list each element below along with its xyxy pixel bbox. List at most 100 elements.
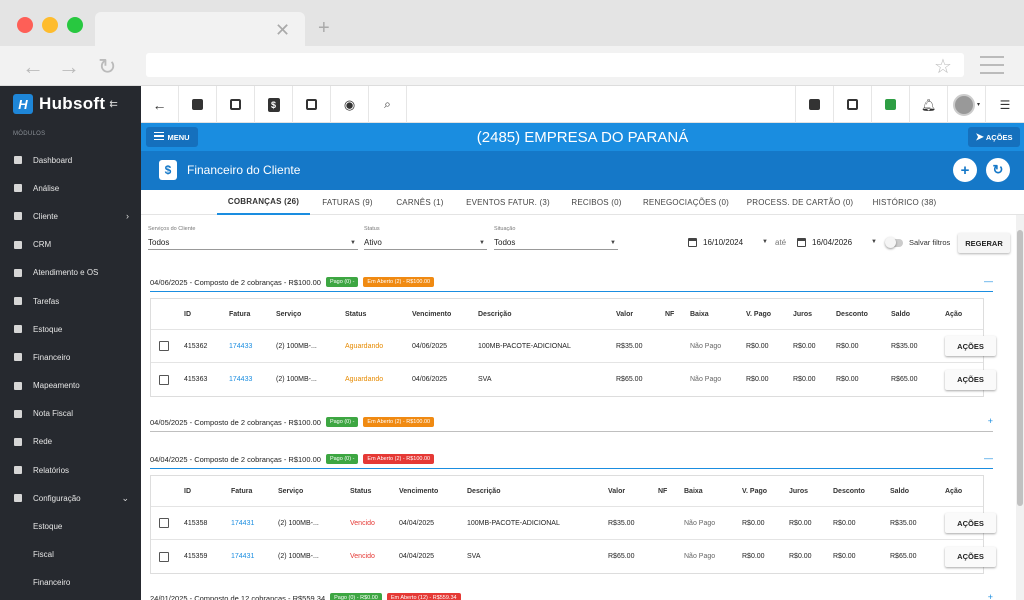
salvar-filtros-toggle[interactable] bbox=[885, 237, 903, 248]
row-actions-button[interactable]: AÇÕES bbox=[945, 513, 996, 533]
tab-cobrancas[interactable]: COBRANÇAS (26) bbox=[217, 190, 310, 215]
column-header-valor: Valor bbox=[616, 310, 634, 318]
client-card-button[interactable] bbox=[179, 86, 217, 123]
minimize-window-button[interactable] bbox=[42, 17, 58, 33]
status-value: Ativo bbox=[364, 238, 382, 247]
sidebar-item-label: Análise bbox=[33, 183, 60, 193]
expand-icon[interactable]: + bbox=[987, 416, 993, 426]
expand-icon[interactable]: + bbox=[987, 592, 993, 600]
row-checkbox[interactable] bbox=[159, 551, 169, 562]
tab-eventos-fatur[interactable]: EVENTOS FATUR. (3) bbox=[466, 198, 550, 207]
group-header[interactable]: 24/01/2025 - Composto de 12 cobranças - … bbox=[150, 591, 993, 600]
sidebar-item[interactable]: Análise bbox=[0, 174, 141, 202]
bookmark-star-icon[interactable]: ☆ bbox=[934, 56, 952, 78]
browser-tab[interactable] bbox=[95, 12, 305, 46]
actions-button[interactable]: ➤ AÇÕES bbox=[968, 127, 1020, 147]
action-cell: AÇÕES bbox=[945, 330, 996, 362]
table-header-row: ID Fatura Serviço Status Vencimento Descrição… bbox=[151, 476, 983, 507]
servicos-label: Serviços do Cliente bbox=[148, 226, 196, 232]
row-actions-button[interactable]: AÇÕES bbox=[945, 369, 996, 390]
collapse-sidebar-icon[interactable]: ⇇ bbox=[109, 98, 118, 110]
scrollbar-thumb[interactable] bbox=[1017, 230, 1023, 506]
user-menu-button[interactable]: ▾ bbox=[947, 86, 985, 123]
menu-item-icon bbox=[14, 325, 22, 334]
list-button[interactable]: ☰ bbox=[985, 86, 1024, 123]
add-button[interactable]: + bbox=[953, 158, 977, 182]
sidebar-subitem[interactable]: Estoque bbox=[33, 522, 63, 532]
reload-icon[interactable]: ↻ bbox=[98, 54, 117, 79]
servicos-select[interactable]: Todos ▼ bbox=[148, 236, 358, 250]
sidebar-item[interactable]: Cliente › bbox=[0, 202, 141, 230]
status-select[interactable]: Ativo ▼ bbox=[364, 236, 487, 250]
view-button[interactable]: ◉ bbox=[331, 86, 369, 123]
sidebar-item[interactable]: Dashboard bbox=[0, 146, 141, 174]
address-bar[interactable] bbox=[146, 53, 964, 77]
group-header[interactable]: 04/05/2025 - Composto de 2 cobranças - R… bbox=[150, 415, 993, 429]
column-header-desconto: Desconto bbox=[836, 310, 868, 318]
sidebar-item[interactable]: Rede bbox=[0, 428, 141, 456]
group-header[interactable]: 04/06/2025 - Composto de 2 cobranças - R… bbox=[150, 275, 993, 289]
row-actions-button[interactable]: AÇÕES bbox=[945, 336, 996, 356]
checkbox-cell bbox=[159, 330, 169, 362]
row-checkbox[interactable] bbox=[159, 518, 169, 528]
search-button[interactable]: ⌕ bbox=[369, 86, 407, 123]
document-button[interactable] bbox=[795, 86, 833, 123]
sidebar-item-label: Relatórios bbox=[33, 465, 70, 475]
avatar bbox=[952, 93, 975, 116]
sidebar-item[interactable]: Financeiro bbox=[0, 343, 141, 371]
cell-fatura[interactable]: 174433 bbox=[229, 376, 253, 383]
cell-desconto: R$0.00 bbox=[833, 519, 856, 527]
tab-recibos[interactable]: RECIBOS (0) bbox=[571, 198, 622, 207]
date-to-picker[interactable]: 16/04/2026 ▼ bbox=[797, 235, 879, 249]
new-tab-icon[interactable]: + bbox=[318, 17, 330, 39]
browser-menu-icon[interactable] bbox=[980, 56, 1004, 80]
cell-fatura[interactable]: 174433 bbox=[229, 342, 253, 350]
refresh-icon: ↻ bbox=[992, 162, 1004, 177]
sidebar-item[interactable]: Estoque bbox=[0, 315, 141, 343]
tab-carnes[interactable]: CARNÊS (1) bbox=[396, 198, 444, 207]
logo[interactable]: H Hubsoft ⇇ bbox=[0, 86, 141, 122]
cell-valor: R$35.00 bbox=[608, 519, 635, 527]
sidebar-item[interactable]: Tarefas bbox=[0, 287, 141, 315]
group-header[interactable]: 04/04/2025 - Composto de 2 cobranças - R… bbox=[150, 452, 993, 466]
finance-button[interactable]: $ bbox=[255, 86, 293, 123]
notifications-button[interactable]: 🔔︎ bbox=[909, 86, 947, 123]
status-label: Status bbox=[364, 226, 380, 232]
sidebar-item[interactable]: Configuração ⌄ bbox=[0, 484, 141, 512]
forward-arrow-icon[interactable]: → bbox=[58, 54, 80, 79]
back-arrow-icon[interactable]: ← bbox=[22, 54, 44, 79]
refresh-button[interactable]: ↻ bbox=[986, 158, 1010, 182]
terminal-button[interactable] bbox=[293, 86, 331, 123]
tab-renegociacoes[interactable]: RENEGOCIAÇÕES (0) bbox=[642, 198, 730, 207]
schedule-button[interactable] bbox=[217, 86, 255, 123]
calendar-button[interactable] bbox=[833, 86, 871, 123]
collapse-icon[interactable]: — bbox=[984, 453, 993, 463]
messages-button[interactable] bbox=[871, 86, 909, 123]
sidebar-item[interactable]: Mapeamento bbox=[0, 372, 141, 400]
tab-historico[interactable]: HISTÓRICO (38) bbox=[872, 198, 937, 207]
date-from-picker[interactable]: 16/10/2024 ▼ bbox=[688, 235, 770, 249]
regerar-button[interactable]: REGERAR bbox=[958, 233, 1010, 253]
sidebar-subitem[interactable]: Fiscal bbox=[33, 550, 54, 560]
situacao-select[interactable]: Todos ▼ bbox=[494, 236, 618, 250]
sidebar-item[interactable]: Atendimento e OS bbox=[0, 259, 141, 287]
sidebar-item[interactable]: Nota Fiscal bbox=[0, 400, 141, 428]
close-window-button[interactable] bbox=[17, 17, 33, 33]
close-tab-icon[interactable]: ✕ bbox=[275, 20, 291, 40]
menu-button[interactable]: MENU bbox=[146, 127, 198, 147]
back-button[interactable]: ← bbox=[141, 86, 179, 123]
paid-badge: Pago (0) - bbox=[325, 417, 359, 427]
sidebar-item[interactable]: Relatórios bbox=[0, 456, 141, 484]
row-actions-button[interactable]: AÇÕES bbox=[945, 546, 996, 567]
cell-fatura[interactable]: 174431 bbox=[231, 553, 255, 560]
cell-fatura[interactable]: 174431 bbox=[231, 519, 255, 527]
maximize-window-button[interactable] bbox=[67, 17, 83, 33]
tab-process-cartao[interactable]: PROCESS. DE CARTÃO (0) bbox=[746, 198, 854, 207]
row-checkbox[interactable] bbox=[159, 374, 169, 385]
collapse-icon[interactable]: — bbox=[984, 276, 993, 286]
sidebar-item[interactable]: CRM bbox=[0, 231, 141, 259]
tab-faturas[interactable]: FATURAS (9) bbox=[322, 198, 373, 207]
row-checkbox[interactable] bbox=[159, 341, 169, 351]
sidebar-subitem[interactable]: Financeiro bbox=[33, 578, 71, 588]
cell-servico: (2) 100MB-... bbox=[278, 519, 319, 527]
